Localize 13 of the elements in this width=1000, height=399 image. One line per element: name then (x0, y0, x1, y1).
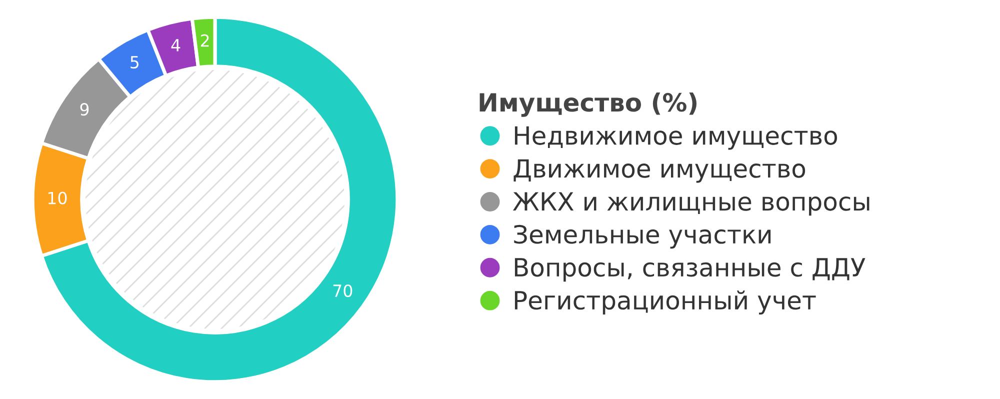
data-label: 70 (333, 284, 352, 298)
legend-label: Регистрационный учет (514, 290, 816, 315)
legend-label: Движимое имущество (514, 159, 806, 183)
legend-label: Земельные участки (514, 224, 771, 249)
data-label: 5 (130, 56, 139, 69)
data-label: 2 (201, 34, 209, 47)
data-label: 10 (48, 192, 67, 204)
legend-title: Имущество (%) (480, 92, 697, 117)
data-label: 9 (80, 103, 89, 116)
legend-label: Вопросы, связанные с ДДУ (514, 258, 866, 282)
legend-label: Недвижимое имущество (514, 126, 837, 150)
data-label: 4 (171, 39, 180, 52)
legend-label: ЖКХ и жилищные вопросы (512, 192, 870, 216)
